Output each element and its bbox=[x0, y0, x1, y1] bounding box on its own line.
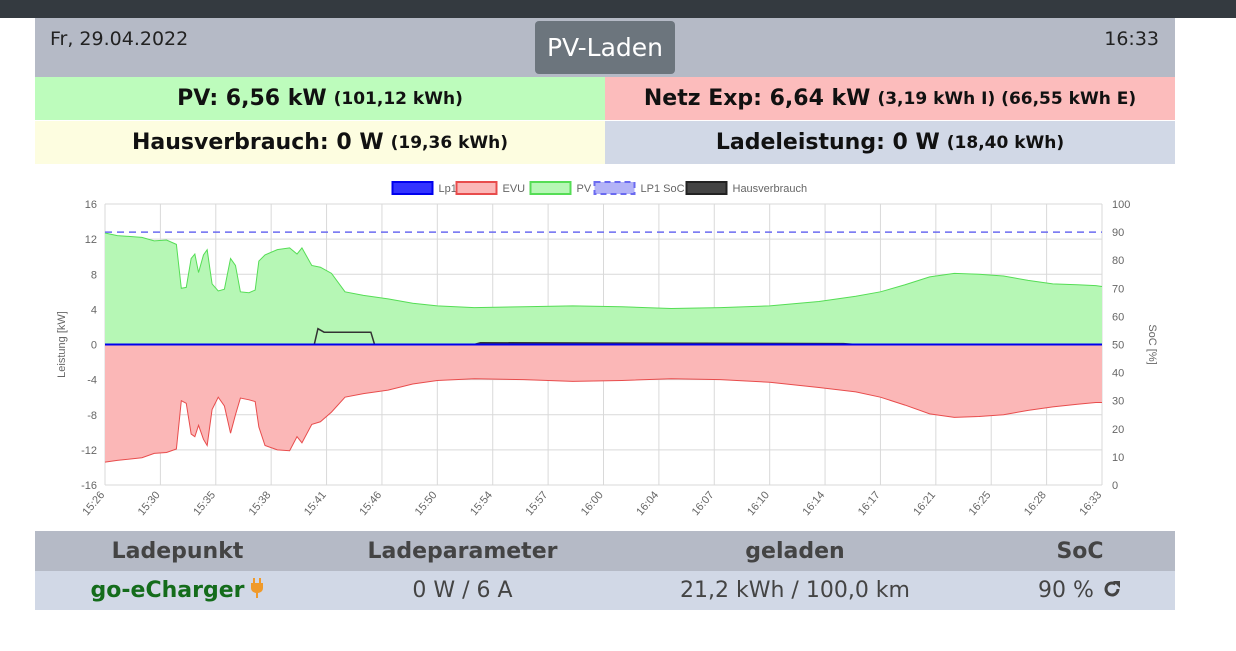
legend-swatch bbox=[391, 181, 434, 195]
legend-label: Lp1 bbox=[439, 183, 457, 195]
x-tick-label: 15:46 bbox=[357, 489, 384, 518]
ladeleistung-tile: Ladeleistung: 0 W (18,40 kWh) bbox=[605, 121, 1175, 164]
y-tick-label: -4 bbox=[87, 375, 97, 387]
hausverbrauch-label: Hausverbrauch: 0 W bbox=[131, 130, 384, 155]
hausverbrauch-detail: (19,36 kWh) bbox=[390, 132, 508, 153]
x-tick-label: 15:50 bbox=[413, 489, 440, 518]
x-tick-label: 15:38 bbox=[247, 489, 274, 518]
netz-tile: Netz Exp: 6,64 kW (3,19 kWh I) (66,55 kW… bbox=[605, 77, 1175, 120]
evu-line bbox=[104, 378, 1102, 463]
x-tick-label: 16:33 bbox=[1077, 489, 1104, 518]
x-tick-label: 15:26 bbox=[80, 489, 107, 518]
evu-area bbox=[105, 344, 1102, 463]
y-tick-label: 0 bbox=[91, 340, 97, 352]
table-row: go-eCharger 0 W / 6 A 21,2 kWh / 100,0 k… bbox=[35, 571, 1175, 610]
pv-tile: PV: 6,56 kW (101,12 kWh) bbox=[35, 77, 605, 120]
legend-label: Hausverbrauch bbox=[733, 183, 808, 195]
legend-label: PV bbox=[577, 183, 592, 195]
x-tick-label: 15:30 bbox=[136, 489, 163, 518]
netz-detail: (3,19 kWh I) (66,55 kWh E) bbox=[877, 88, 1137, 109]
y-tick-label: 16 bbox=[85, 199, 97, 211]
x-tick-label: 16:00 bbox=[579, 489, 606, 518]
y2-tick-label: 0 bbox=[1112, 480, 1118, 492]
x-tick-label: 16:10 bbox=[745, 489, 772, 518]
refresh-icon[interactable] bbox=[1102, 577, 1122, 605]
y-tick-label: 12 bbox=[85, 234, 97, 246]
y2-tick-label: 10 bbox=[1112, 452, 1124, 464]
x-tick-label: 16:25 bbox=[967, 489, 994, 518]
legend-swatch bbox=[455, 181, 498, 195]
y2-tick-label: 30 bbox=[1112, 396, 1124, 408]
y2-tick-label: 40 bbox=[1112, 368, 1124, 380]
x-tick-label: 16:07 bbox=[690, 489, 717, 518]
x-tick-label: 16:17 bbox=[856, 489, 883, 518]
y-tick-label: -12 bbox=[81, 445, 97, 457]
y2-tick-label: 70 bbox=[1112, 283, 1124, 295]
ladeleistung-label: Ladeleistung: 0 W bbox=[715, 130, 940, 155]
header-time: 16:33 bbox=[1104, 28, 1159, 50]
page-header: Fr, 29.04.2022 PV-Laden 16:33 bbox=[35, 18, 1175, 77]
x-tick-label: 16:21 bbox=[911, 489, 938, 518]
x-tick-label: 15:57 bbox=[524, 489, 551, 518]
x-tick-label: 16:14 bbox=[800, 489, 827, 518]
x-tick-label: 15:54 bbox=[468, 489, 495, 518]
hausverbrauch-tile: Hausverbrauch: 0 W (19,36 kWh) bbox=[35, 121, 605, 164]
legend-swatch bbox=[593, 181, 636, 195]
y2-tick-label: 100 bbox=[1112, 199, 1130, 211]
x-tick-label: 15:41 bbox=[302, 489, 329, 518]
header-date: Fr, 29.04.2022 bbox=[50, 28, 189, 50]
header-ladepunkt: Ladepunkt bbox=[111, 538, 244, 564]
header-soc: SoC bbox=[1056, 538, 1104, 564]
power-chart-svg: 1612840-4-8-12-1610090807060504030201001… bbox=[56, 181, 1158, 518]
chargepoint-name[interactable]: go-eCharger bbox=[90, 578, 245, 603]
netz-label: Netz Exp: 6,64 kW bbox=[643, 86, 871, 111]
legend-label: LP1 SoC bbox=[641, 183, 685, 195]
y2-axis-title: SoC [%] bbox=[1146, 324, 1158, 364]
soc-value: 90 % bbox=[1038, 578, 1094, 603]
y-axis-title: Leistung [kW] bbox=[56, 311, 68, 378]
chargepoint-charged: 21,2 kWh / 100,0 km bbox=[680, 578, 910, 603]
y-tick-label: 8 bbox=[91, 269, 97, 281]
legend-label: EVU bbox=[503, 183, 526, 195]
chargepoint-parameter: 0 W / 6 A bbox=[412, 578, 513, 603]
chargepoint-table-header: Ladepunkt Ladeparameter geladen SoC bbox=[35, 531, 1175, 571]
legend-swatch bbox=[685, 181, 728, 195]
y2-tick-label: 80 bbox=[1112, 255, 1124, 267]
y-tick-label: -8 bbox=[87, 410, 97, 422]
x-tick-label: 15:35 bbox=[191, 489, 218, 518]
x-tick-label: 16:04 bbox=[634, 489, 661, 518]
header-geladen: geladen bbox=[745, 538, 845, 564]
pv-line bbox=[104, 232, 1103, 309]
plug-icon bbox=[250, 578, 264, 603]
pv-detail: (101,12 kWh) bbox=[333, 88, 463, 109]
y2-tick-label: 20 bbox=[1112, 424, 1124, 436]
mode-button[interactable]: PV-Laden bbox=[535, 21, 675, 74]
top-bar bbox=[0, 0, 1236, 18]
chargepoint-cell[interactable]: go-eCharger bbox=[35, 571, 320, 610]
y2-tick-label: 50 bbox=[1112, 340, 1124, 352]
legend-swatch bbox=[529, 181, 572, 195]
ladeleistung-detail: (18,40 kWh) bbox=[946, 132, 1065, 153]
x-tick-label: 16:28 bbox=[1022, 489, 1049, 518]
y2-tick-label: 90 bbox=[1112, 227, 1124, 239]
y-tick-label: -16 bbox=[81, 480, 97, 492]
pv-area bbox=[105, 232, 1102, 345]
y-tick-label: 4 bbox=[91, 304, 97, 316]
soc-cell: 90 % bbox=[985, 571, 1175, 610]
y2-tick-label: 60 bbox=[1112, 311, 1124, 323]
header-ladeparameter: Ladeparameter bbox=[367, 538, 558, 564]
pv-label: PV: 6,56 kW bbox=[177, 86, 327, 111]
power-chart: 16 12 8 4 0 -4 -8 -12 -16 100 90 80 70 60 50 40 30 20 10 0 1… bbox=[35, 172, 1175, 527]
